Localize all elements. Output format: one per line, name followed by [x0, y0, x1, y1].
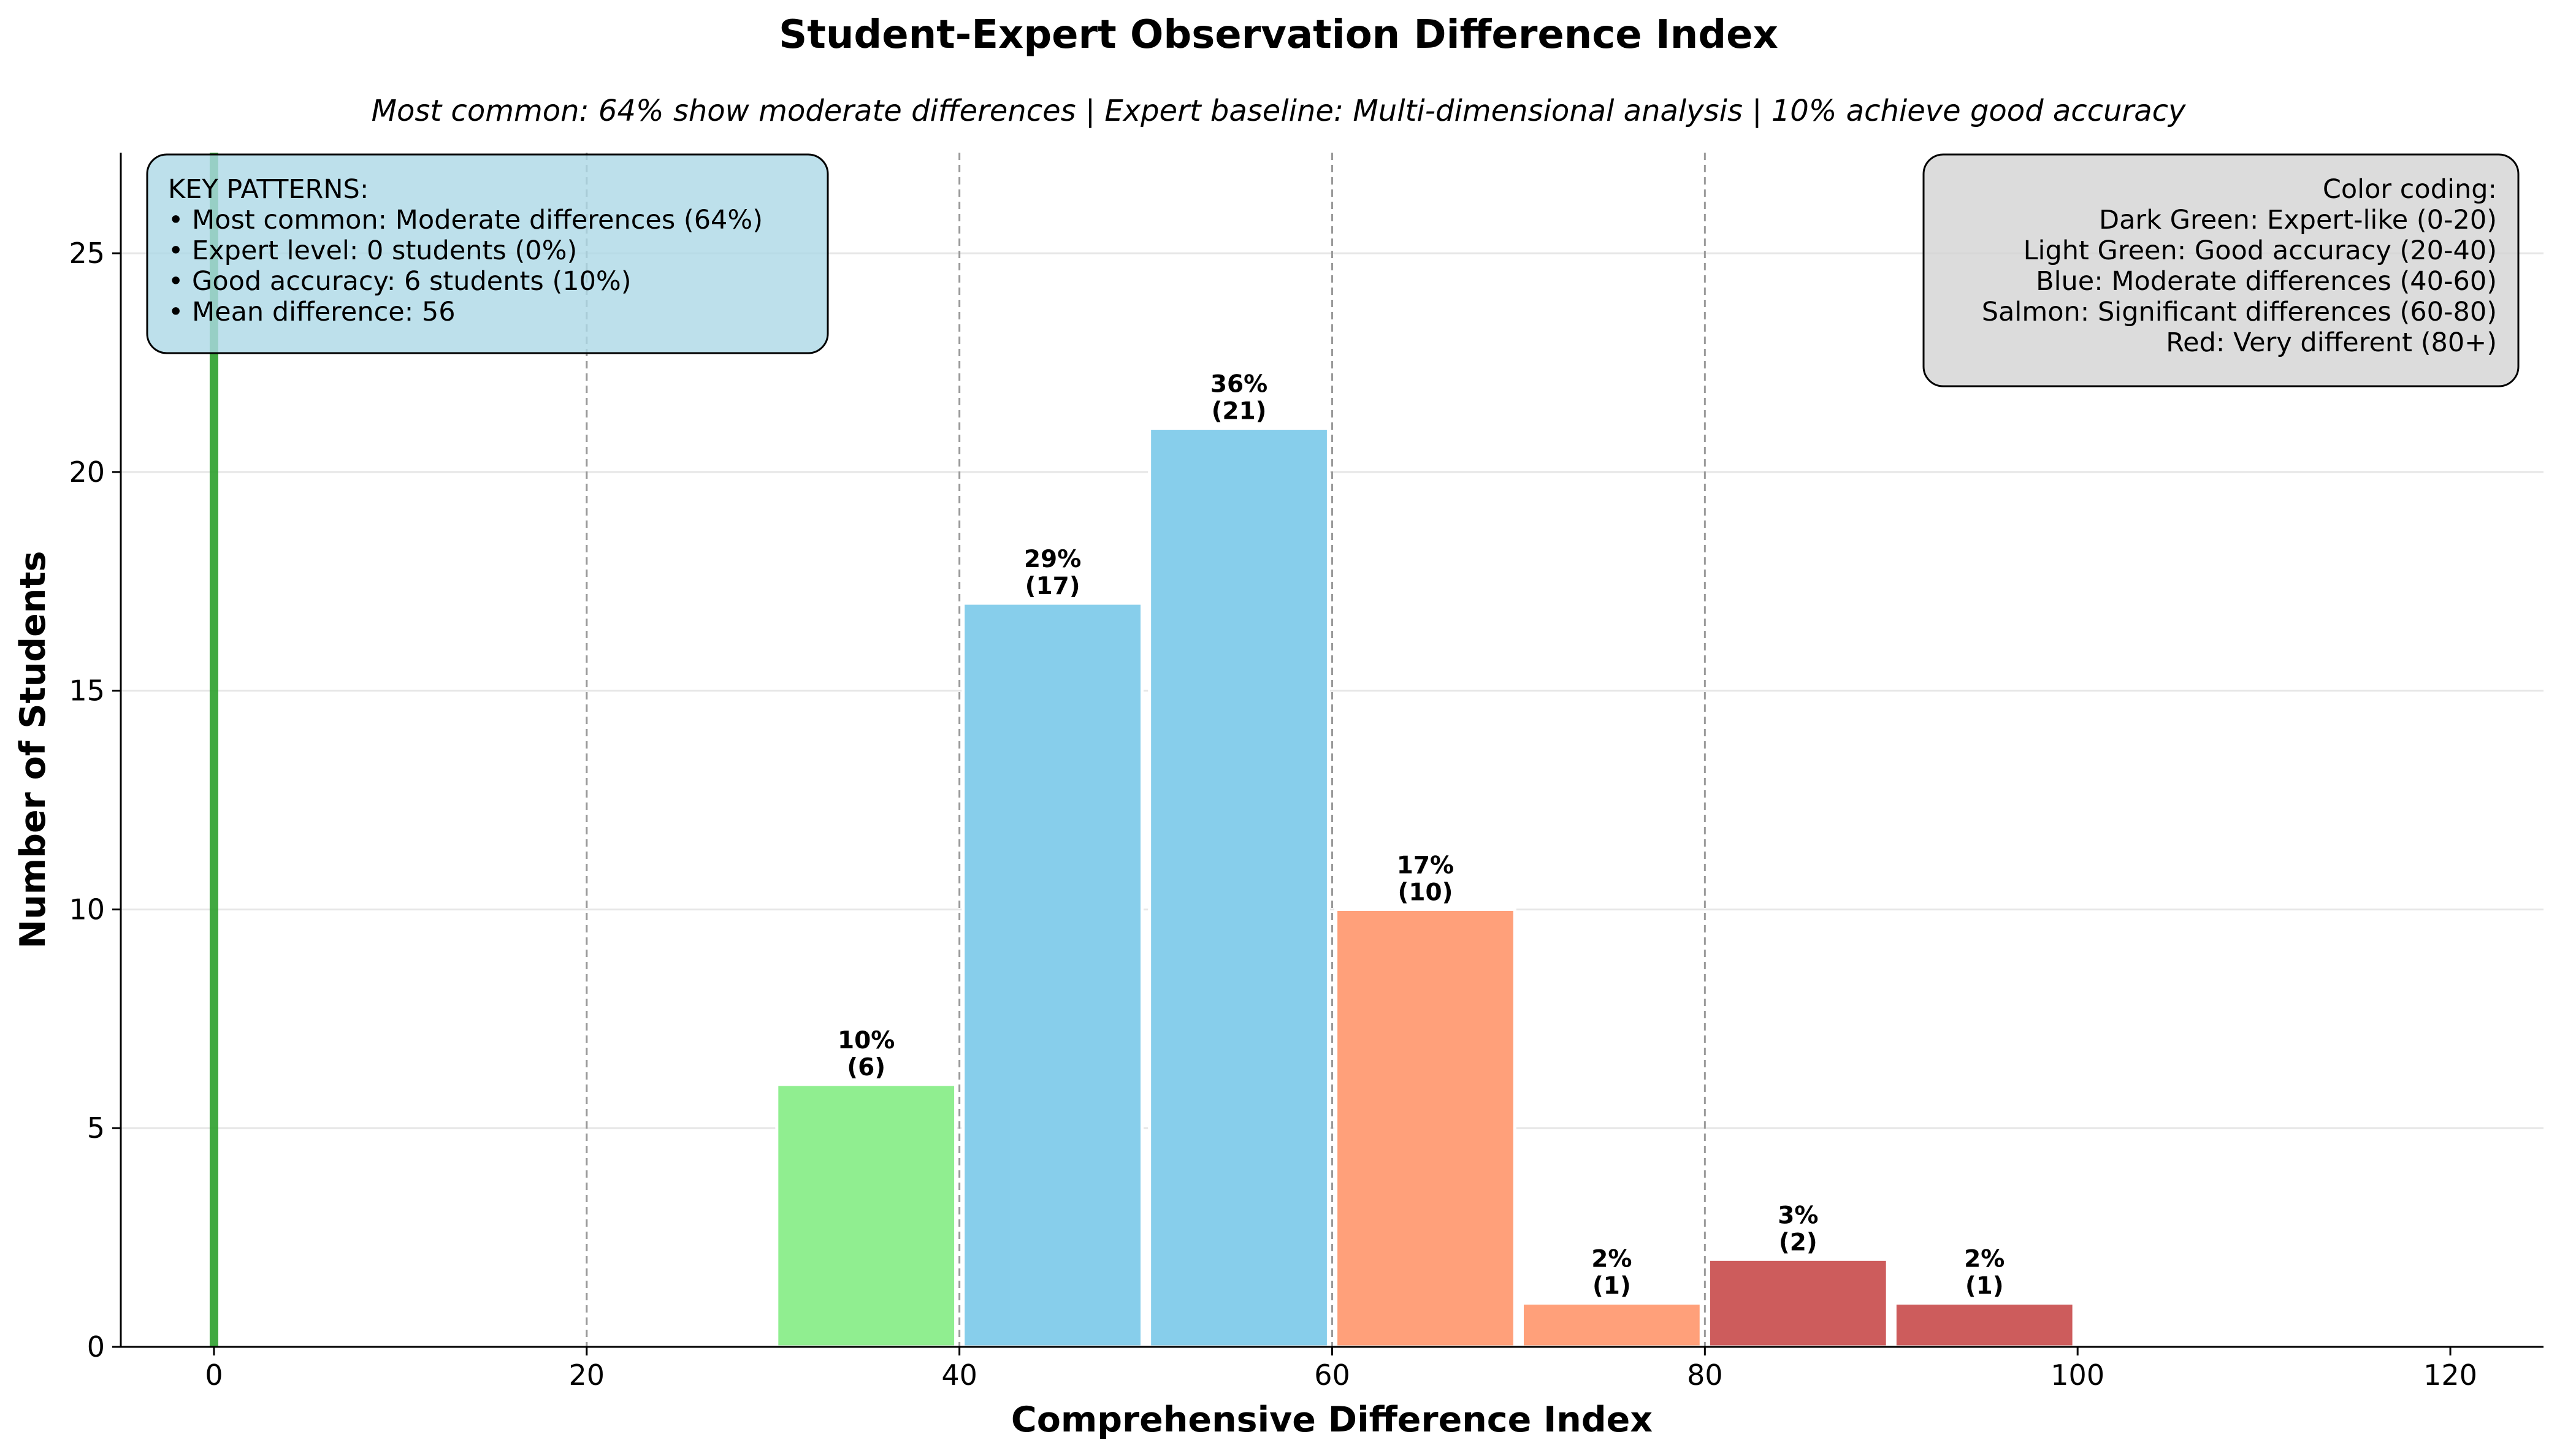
x-axis-label: Comprehensive Difference Index	[1011, 1400, 1653, 1440]
bar-percent-label: 10%	[838, 1027, 895, 1054]
key-patterns-item: • Good accuracy: 6 students (10%)	[168, 266, 632, 297]
x-tick-label: 100	[2051, 1359, 2104, 1392]
histogram-bar	[1521, 1302, 1703, 1349]
color-coding-item: Light Green: Good accuracy (20-40)	[2024, 235, 2497, 266]
x-tick-label: 120	[2423, 1359, 2477, 1392]
color-coding-heading: Color coding:	[2323, 174, 2497, 205]
y-tick-label: 10	[69, 893, 105, 926]
key-patterns-box: KEY PATTERNS: • Most common: Moderate di…	[146, 153, 829, 354]
chart-title: Student-Expert Observation Difference In…	[779, 12, 1778, 58]
y-ticks: 0 5 10 15 20 25	[69, 237, 121, 1363]
x-tick-label: 0	[205, 1359, 223, 1392]
bar-count-label: (21)	[1212, 398, 1267, 425]
bar-percent-label: 17%	[1397, 852, 1454, 879]
bars	[775, 427, 2076, 1349]
bar-count-label: (10)	[1398, 879, 1453, 906]
x-ticks: 0 20 40 60 80 100 120	[205, 1347, 2477, 1392]
bar-percent-label: 3%	[1778, 1202, 1818, 1229]
y-tick-label: 20	[69, 455, 105, 489]
bar-count-label: (1)	[1965, 1273, 2004, 1300]
key-patterns-item: • Most common: Moderate differences (64%…	[168, 205, 763, 235]
x-tick-label: 40	[941, 1359, 977, 1392]
color-coding-item: Dark Green: Expert-like (0-20)	[2099, 205, 2497, 235]
bar-count-label: (1)	[1592, 1273, 1631, 1300]
y-tick-label: 5	[87, 1111, 105, 1145]
bar-count-label: (17)	[1025, 573, 1080, 600]
color-coding-item: Salmon: Significant differences (60-80)	[1982, 297, 2497, 327]
color-coding-item: Blue: Moderate differences (40-60)	[2036, 266, 2497, 297]
bar-labels: 10%(6)29%(17)36%(21)17%(10)2%(1)3%(2)2%(…	[838, 371, 2005, 1300]
bar-count-label: (2)	[1779, 1229, 1817, 1256]
histogram-bar	[1334, 907, 1516, 1349]
histogram-bar	[775, 1083, 958, 1349]
bar-percent-label: 36%	[1210, 371, 1267, 398]
y-axis-label: Number of Students	[13, 551, 53, 949]
bar-percent-label: 2%	[1591, 1246, 1632, 1273]
y-tick-label: 0	[87, 1330, 105, 1363]
histogram-bar	[1148, 427, 1330, 1349]
key-patterns-item: • Mean difference: 56	[168, 297, 456, 327]
histogram-bar	[961, 601, 1144, 1349]
x-tick-label: 60	[1314, 1359, 1350, 1392]
bar-count-label: (6)	[847, 1054, 885, 1081]
color-coding-item: Red: Very different (80+)	[2166, 327, 2497, 358]
key-patterns-heading: KEY PATTERNS:	[168, 174, 369, 205]
chart-subtitle: Most common: 64% show moderate differenc…	[372, 94, 2186, 128]
bar-percent-label: 2%	[1964, 1246, 2005, 1273]
x-tick-label: 20	[569, 1359, 605, 1392]
histogram-bar	[1707, 1257, 1889, 1349]
color-coding-background	[1922, 153, 2520, 387]
x-tick-label: 80	[1687, 1359, 1723, 1392]
color-coding-box: Color coding: Dark Green: Expert-like (0…	[1922, 153, 2520, 387]
y-tick-label: 15	[69, 674, 105, 707]
key-patterns-background	[146, 153, 829, 354]
key-patterns-item: • Expert level: 0 students (0%)	[168, 235, 577, 266]
y-tick-label: 25	[69, 237, 105, 270]
histogram-bar	[1893, 1302, 2076, 1349]
bar-percent-label: 29%	[1024, 546, 1081, 573]
